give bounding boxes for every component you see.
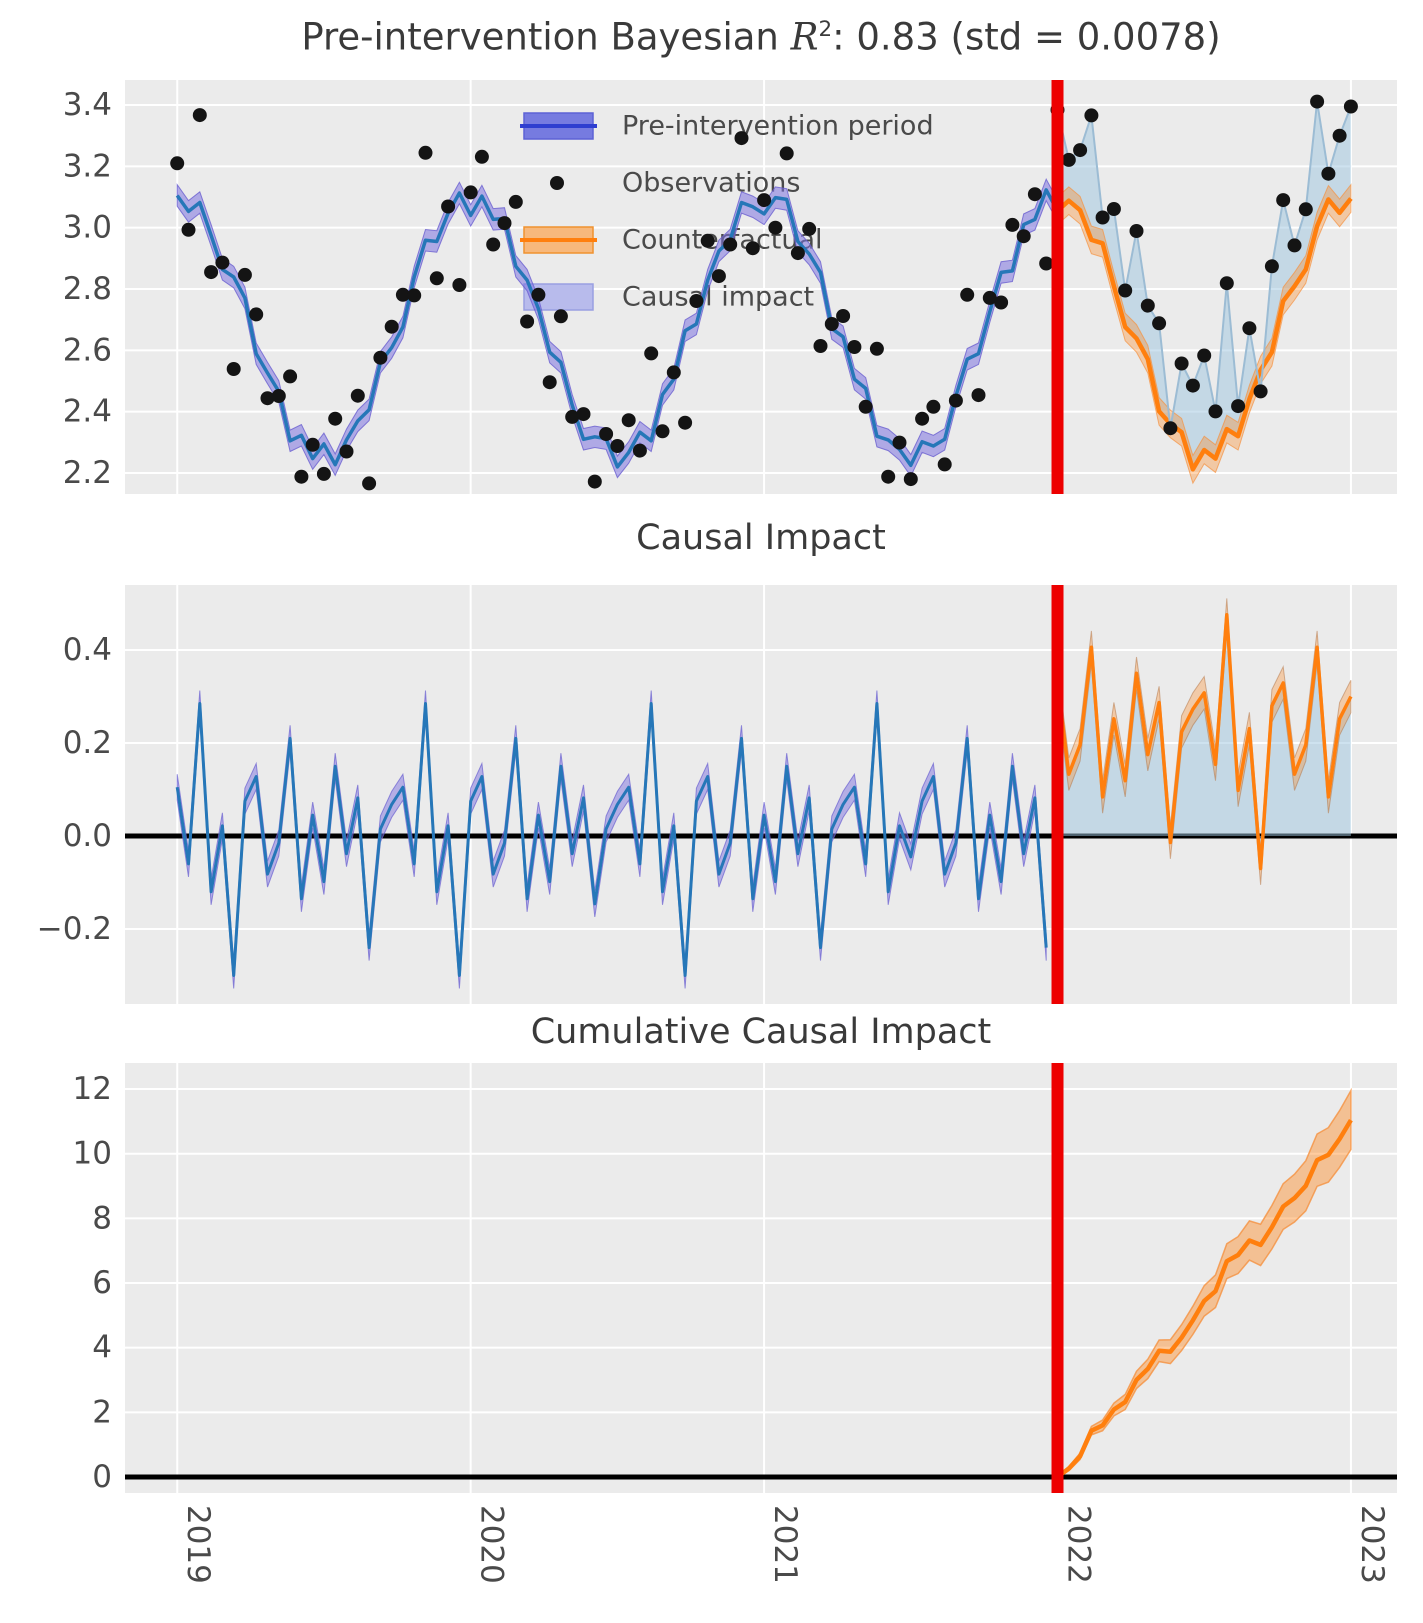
top-plot-series [170, 94, 1358, 491]
middle-plot-yticks: 0.4 0.2 0.0 −0.2 [37, 632, 112, 947]
causal-impact-fill [1057, 101, 1351, 470]
x-tick-label: 2023 [1354, 1505, 1390, 1584]
y-tick-label: 0.2 [63, 725, 112, 761]
legend-item: Pre-intervention period [520, 111, 934, 142]
top-plot-title-suffix: : 0.83 (std = 0.0078) [832, 15, 1221, 59]
counterfactual-line [1056, 197, 1353, 472]
top-plot-yticks: 3.4 3.2 3.0 2.8 2.6 2.4 2.2 [63, 87, 112, 491]
observation-dots [170, 94, 1358, 491]
y-tick-label: 8 [92, 1200, 112, 1236]
y-tick-label: 2 [92, 1394, 112, 1430]
y-tick-label: −0.2 [37, 911, 112, 947]
x-tick-label: 2019 [180, 1505, 216, 1584]
bottom-plot-title: Cumulative Causal Impact [530, 1012, 992, 1052]
y-tick-label: 3.0 [63, 210, 112, 246]
y-tick-label: 2.2 [63, 455, 112, 491]
y-tick-label: 0.0 [63, 818, 112, 854]
x-axis-ticks: 2019 2020 2021 2022 2023 [180, 1505, 1390, 1584]
r-squared-symbol: R [790, 15, 819, 59]
x-tick-label: 2021 [767, 1505, 803, 1584]
y-tick-label: 10 [73, 1136, 112, 1172]
legend-item: Causal impact [523, 282, 814, 313]
bottom-plot-panel [125, 1063, 1397, 1493]
top-plot-title: Pre-intervention Bayesian R2: 0.83 (std … [125, 8, 1397, 59]
legend-label: Pre-intervention period [622, 111, 934, 142]
bottom-plot-series [125, 1087, 1397, 1480]
y-tick-label: 4 [92, 1330, 112, 1366]
gridlines [125, 80, 1397, 494]
y-tick-label: 2.6 [63, 332, 112, 368]
middle-plot-series [125, 598, 1397, 989]
y-tick-label: 2.4 [63, 394, 112, 430]
middle-plot-title: Causal Impact [636, 518, 886, 558]
y-tick-label: 0.4 [63, 632, 112, 668]
observations-legend-dot [550, 176, 564, 190]
y-tick-label: 3.4 [63, 87, 112, 123]
cumulative-line [1056, 1118, 1353, 1479]
y-tick-label: 12 [73, 1071, 112, 1107]
pre-intervention-line [175, 188, 1060, 469]
x-tick-label: 2020 [474, 1505, 510, 1584]
impact-pre-band [176, 690, 1047, 989]
impact-post-fill [1057, 614, 1351, 869]
x-tick-label: 2022 [1061, 1505, 1097, 1584]
y-tick-label: 3.2 [63, 148, 112, 184]
y-tick-label: 0 [92, 1459, 112, 1495]
y-tick-label: 2.8 [63, 271, 112, 307]
bottom-plot-yticks: 12 10 8 6 4 2 0 [73, 1071, 112, 1495]
top-plot-title-prefix: Pre-intervention Bayesian [301, 15, 791, 59]
legend: Pre-intervention periodObservationsCount… [520, 111, 934, 313]
legend-label: Causal impact [622, 282, 814, 313]
y-tick-label: 6 [92, 1265, 112, 1301]
impact-post-line [1055, 612, 1353, 871]
r-squared-exponent: 2 [818, 17, 833, 42]
impact-pre-line [175, 702, 1048, 977]
